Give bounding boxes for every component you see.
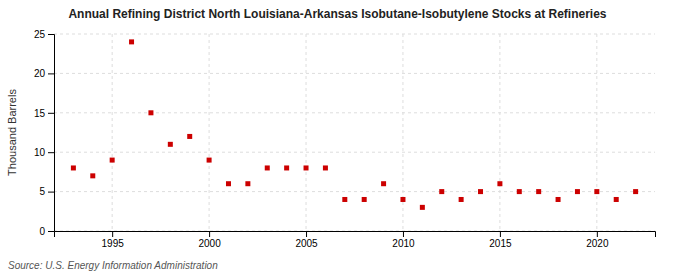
point (342, 197, 347, 202)
point (400, 197, 405, 202)
point (90, 173, 95, 178)
y-axis-tick-label: 0 (39, 226, 45, 237)
x-axis-tick-mark (500, 231, 501, 237)
grid-line-x (306, 34, 307, 231)
point (381, 181, 386, 186)
x-axis-domain (55, 232, 656, 238)
points (71, 39, 638, 209)
y-axis-tick: 10 (34, 147, 54, 158)
point (323, 165, 328, 170)
x-axis-tick-mark (306, 231, 307, 237)
y-axis-domain (48, 35, 55, 232)
y-axis-tick-label: 10 (34, 147, 46, 158)
point (187, 134, 192, 139)
grid-line-y (54, 152, 655, 153)
point (536, 189, 541, 194)
x-axis-tick-mark (209, 231, 210, 237)
x-axis-tick-label: 2020 (586, 238, 609, 249)
grid-line-x (112, 34, 113, 231)
y-axis-tick-label: 15 (34, 108, 46, 119)
x-axis-tick: 2005 (295, 231, 318, 249)
point (168, 142, 173, 147)
x-axis-tick-label: 2000 (198, 238, 221, 249)
point (362, 197, 367, 202)
x-axis-tick-label: 2010 (392, 238, 415, 249)
point (265, 165, 270, 170)
y-axis-tick-mark (48, 152, 54, 153)
x-axis-tick-label: 2005 (295, 238, 318, 249)
y-axis-tick-label: 5 (39, 186, 45, 197)
y-axis-tick-mark (48, 113, 54, 114)
y-axis-tick: 5 (39, 186, 54, 197)
point (459, 197, 464, 202)
y-axis-tick: 20 (34, 68, 54, 79)
point (614, 197, 619, 202)
point (71, 165, 76, 170)
x-axis-tick-label: 2015 (489, 238, 512, 249)
point (439, 189, 444, 194)
point (517, 189, 522, 194)
point (633, 189, 638, 194)
x-axis-tick: 2015 (489, 231, 512, 249)
x-axis-tick-mark (112, 231, 113, 237)
y-axis-tick-mark (48, 192, 54, 193)
point (497, 181, 502, 186)
source: Source: U.S. Energy Information Administ… (8, 260, 218, 271)
grid (54, 34, 655, 231)
grid-line-x (209, 34, 210, 231)
point (594, 189, 599, 194)
x-axis-tick: 2010 (392, 231, 415, 249)
y-axis-tick-label: 25 (34, 29, 46, 40)
x-axis-tick-mark (403, 231, 404, 237)
point (575, 189, 580, 194)
y-axis-tick: 25 (34, 29, 54, 40)
x-axis-tick-mark (597, 231, 598, 237)
x-axis-tick: 1995 (102, 231, 125, 249)
point (226, 181, 231, 186)
point (284, 165, 289, 170)
y-axis-tick-mark (48, 231, 54, 232)
point (420, 205, 425, 210)
grid-line-y (54, 73, 655, 74)
y-axis-tick: 15 (34, 108, 54, 119)
point (129, 39, 134, 44)
x-axis-tick-label: 1995 (102, 238, 125, 249)
y-axis-label: Thousand Barrels (6, 89, 18, 176)
plot: 1995 2000 2005 2010 2015 2020 0 5 10 15 20 25 Thousa… (6, 29, 656, 249)
point (110, 158, 115, 163)
point (207, 158, 212, 163)
chart: Annual Refining District North Louisiana… (0, 0, 675, 275)
point (245, 181, 250, 186)
grid-line-x (596, 34, 597, 231)
title: Annual Refining District North Louisiana… (68, 7, 606, 21)
point (478, 189, 483, 194)
y-axis: 0 5 10 15 20 25 (34, 29, 55, 237)
y-axis-tick-label: 20 (34, 68, 46, 79)
y-axis-tick: 0 (39, 226, 54, 237)
point (304, 165, 309, 170)
y-axis-tick-mark (48, 73, 54, 74)
grid-line-y (54, 191, 655, 192)
x-axis-tick: 2020 (586, 231, 609, 249)
grid-line-y (54, 112, 655, 113)
point (556, 197, 561, 202)
point (148, 110, 153, 115)
grid-line-x (499, 34, 500, 231)
x-axis: 1995 2000 2005 2010 2015 2020 (55, 231, 656, 249)
grid-line-y (54, 34, 655, 35)
y-axis-tick-mark (48, 34, 54, 35)
x-axis-tick: 2000 (198, 231, 221, 249)
